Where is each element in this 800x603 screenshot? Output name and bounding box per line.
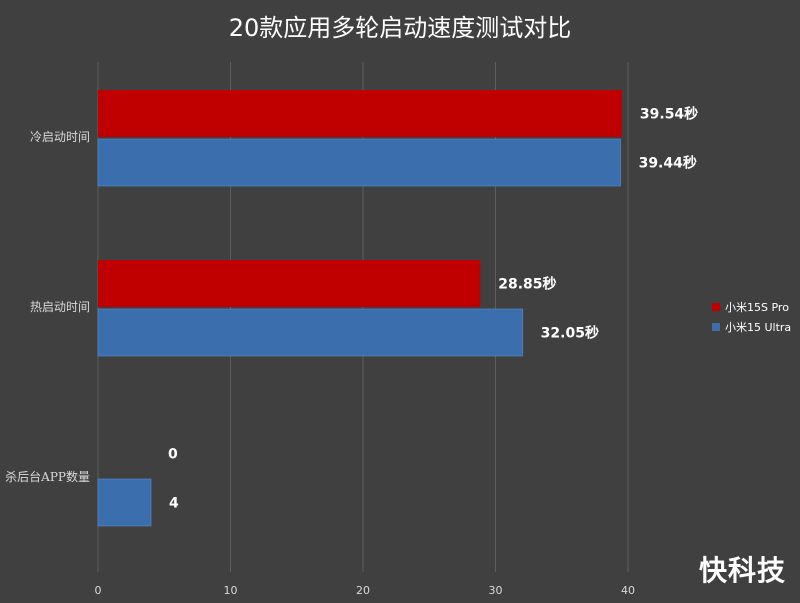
legend-label: 小米15S Pro: [725, 301, 789, 314]
x-tick-label: 40: [621, 584, 635, 597]
legend-swatch: [712, 323, 720, 331]
x-tick-label: 10: [224, 584, 238, 597]
legend: 小米15S Pro 小米15 Ultra: [712, 301, 791, 334]
chart-title: 20款应用多轮启动速度测试对比: [228, 14, 572, 42]
x-tick-label: 30: [489, 584, 503, 597]
x-tick-label: 0: [95, 584, 102, 597]
bars: [97, 90, 622, 527]
bar-xiaomi-15-ultra: [97, 308, 524, 357]
data-label: 39.54秒: [640, 106, 698, 123]
data-label: 32.05秒: [541, 325, 599, 342]
category-label: 冷启动时间: [30, 130, 90, 144]
data-label: 4: [169, 496, 179, 512]
bar-xiaomi-15s-pro: [98, 90, 622, 137]
bar-xiaomi-15-ultra: [97, 478, 152, 527]
data-label: 39.44秒: [639, 155, 697, 172]
legend-label: 小米15 Ultra: [725, 321, 791, 334]
watermark-logo: 快科技: [698, 554, 786, 587]
data-label: 0: [168, 447, 178, 463]
bar-xiaomi-15s-pro: [98, 260, 481, 307]
category-label: 热启动时间: [30, 300, 90, 314]
x-tick-label: 20: [356, 584, 370, 597]
data-label: 28.85秒: [498, 276, 556, 293]
category-label: 杀后台APP数量: [5, 469, 90, 484]
bar-xiaomi-15-ultra: [97, 138, 622, 187]
labels: 0 10 20 30 4039.54秒39.44秒冷启动时间28.85秒32.05秒热启…: [5, 106, 698, 598]
legend-swatch: [712, 303, 720, 311]
